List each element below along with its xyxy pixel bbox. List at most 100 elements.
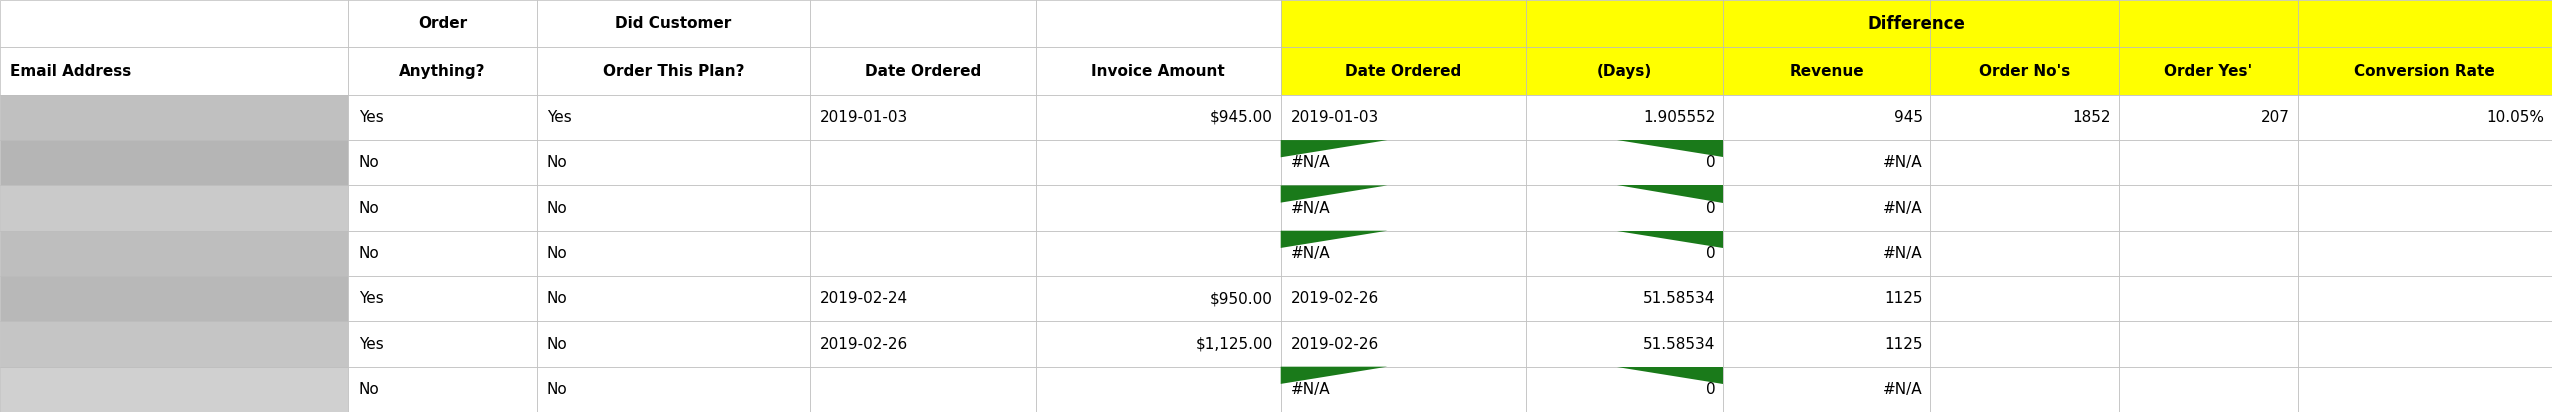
- Bar: [2118, 95, 2297, 140]
- Bar: [809, 367, 1036, 412]
- Text: 2019-02-26: 2019-02-26: [819, 337, 909, 351]
- Bar: [1526, 276, 1723, 321]
- Bar: [536, 321, 809, 367]
- Text: (Days): (Days): [1598, 63, 1651, 79]
- Text: Invoice Amount: Invoice Amount: [1092, 63, 1225, 79]
- Text: No: No: [360, 246, 380, 261]
- Polygon shape: [1281, 185, 1388, 203]
- Bar: [350, 276, 536, 321]
- Text: #N/A: #N/A: [1291, 246, 1330, 261]
- Bar: [2118, 276, 2297, 321]
- Bar: [2297, 47, 2552, 95]
- Text: $945.00: $945.00: [1210, 110, 1273, 125]
- Bar: [0, 367, 350, 412]
- Bar: [350, 185, 536, 231]
- Text: 10.05%: 10.05%: [2486, 110, 2544, 125]
- Bar: [1929, 0, 2118, 47]
- Text: $1,125.00: $1,125.00: [1197, 337, 1273, 351]
- Bar: [1723, 321, 1929, 367]
- Bar: [1526, 185, 1723, 231]
- Text: #N/A: #N/A: [1883, 382, 1922, 397]
- Bar: [1723, 185, 1929, 231]
- Text: 2019-01-03: 2019-01-03: [819, 110, 909, 125]
- Text: No: No: [360, 201, 380, 215]
- Polygon shape: [1615, 185, 1723, 203]
- Bar: [1281, 185, 1526, 231]
- Bar: [1929, 276, 2118, 321]
- Bar: [2118, 231, 2297, 276]
- Bar: [1723, 276, 1929, 321]
- Bar: [350, 321, 536, 367]
- Bar: [0, 95, 350, 140]
- Text: 1.905552: 1.905552: [1643, 110, 1715, 125]
- Text: Revenue: Revenue: [1789, 63, 1863, 79]
- Polygon shape: [1615, 231, 1723, 248]
- Bar: [350, 140, 536, 185]
- Text: #N/A: #N/A: [1291, 201, 1330, 215]
- Text: No: No: [546, 382, 567, 397]
- Bar: [1281, 140, 1526, 185]
- Text: #N/A: #N/A: [1883, 201, 1922, 215]
- Bar: [1036, 95, 1281, 140]
- Text: 2019-01-03: 2019-01-03: [1291, 110, 1378, 125]
- Text: 51.58534: 51.58534: [1643, 291, 1715, 306]
- Bar: [0, 321, 350, 367]
- Bar: [2118, 185, 2297, 231]
- Bar: [2118, 47, 2297, 95]
- Bar: [1929, 95, 2118, 140]
- Bar: [2118, 140, 2297, 185]
- Text: #N/A: #N/A: [1291, 382, 1330, 397]
- Bar: [536, 47, 809, 95]
- Bar: [1036, 276, 1281, 321]
- Bar: [536, 95, 809, 140]
- Text: Order This Plan?: Order This Plan?: [602, 63, 745, 79]
- Text: 1125: 1125: [1883, 291, 1922, 306]
- Text: Date Ordered: Date Ordered: [865, 63, 980, 79]
- Text: Yes: Yes: [360, 337, 383, 351]
- Bar: [0, 140, 350, 185]
- Bar: [1723, 0, 1929, 47]
- Bar: [809, 0, 1036, 47]
- Bar: [1526, 231, 1723, 276]
- Bar: [809, 231, 1036, 276]
- Bar: [1281, 276, 1526, 321]
- Bar: [1281, 367, 1526, 412]
- Text: Conversion Rate: Conversion Rate: [2355, 63, 2496, 79]
- Bar: [1526, 367, 1723, 412]
- Text: 0: 0: [1707, 155, 1715, 170]
- Bar: [2297, 95, 2552, 140]
- Bar: [536, 367, 809, 412]
- Bar: [1526, 95, 1723, 140]
- Bar: [0, 231, 350, 276]
- Text: 51.58534: 51.58534: [1643, 337, 1715, 351]
- Bar: [1281, 231, 1526, 276]
- Text: No: No: [546, 337, 567, 351]
- Bar: [1036, 185, 1281, 231]
- Text: $950.00: $950.00: [1210, 291, 1273, 306]
- Polygon shape: [1281, 367, 1388, 384]
- Text: No: No: [546, 201, 567, 215]
- Bar: [2297, 276, 2552, 321]
- Bar: [536, 140, 809, 185]
- Text: Yes: Yes: [360, 110, 383, 125]
- Text: 2019-02-24: 2019-02-24: [819, 291, 909, 306]
- Bar: [1526, 0, 1723, 47]
- Bar: [1929, 231, 2118, 276]
- Bar: [1281, 47, 1526, 95]
- Polygon shape: [1615, 140, 1723, 157]
- Text: 945: 945: [1894, 110, 1922, 125]
- Bar: [350, 231, 536, 276]
- Bar: [2297, 231, 2552, 276]
- Text: #N/A: #N/A: [1291, 155, 1330, 170]
- Bar: [2118, 321, 2297, 367]
- Bar: [0, 276, 350, 321]
- Text: Order No's: Order No's: [1978, 63, 2070, 79]
- Bar: [2118, 367, 2297, 412]
- Bar: [809, 95, 1036, 140]
- Bar: [1526, 47, 1723, 95]
- Bar: [2297, 0, 2552, 47]
- Bar: [1281, 0, 1526, 47]
- Bar: [1929, 185, 2118, 231]
- Bar: [809, 140, 1036, 185]
- Text: Order: Order: [419, 16, 467, 31]
